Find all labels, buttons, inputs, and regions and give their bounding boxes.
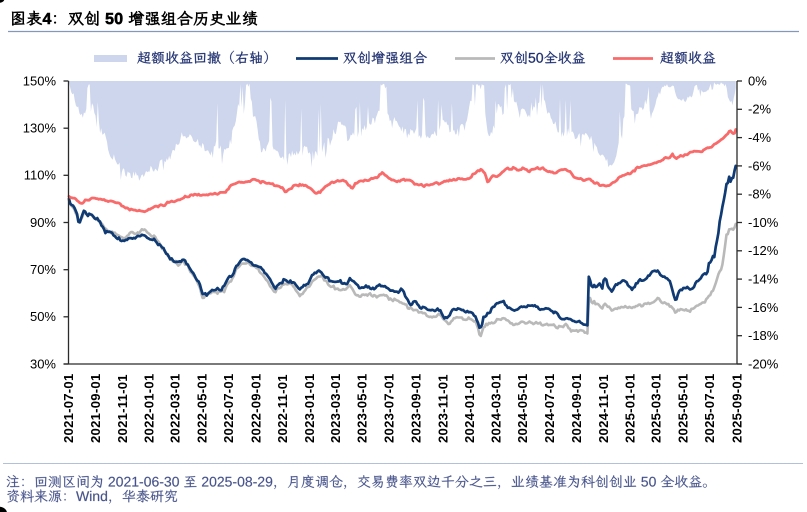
svg-text:-8%: -8% xyxy=(748,187,772,202)
svg-text:2025-05-01: 2025-05-01 xyxy=(675,374,690,443)
svg-text:2023-09-01: 2023-09-01 xyxy=(409,374,424,443)
svg-text:-4%: -4% xyxy=(748,130,772,145)
svg-text:2021-09-01: 2021-09-01 xyxy=(88,374,103,443)
svg-text:2024-01-01: 2024-01-01 xyxy=(462,374,477,443)
svg-text:2021-07-01: 2021-07-01 xyxy=(61,374,76,443)
svg-text:-2%: -2% xyxy=(748,102,772,117)
svg-text:-20%: -20% xyxy=(748,356,779,371)
svg-text:2024-05-01: 2024-05-01 xyxy=(515,374,530,443)
svg-text:2025-01-01: 2025-01-01 xyxy=(623,374,638,443)
svg-text:-14%: -14% xyxy=(748,272,779,287)
svg-text:2021-11-01: 2021-11-01 xyxy=(115,374,130,443)
svg-text:2023-01-01: 2023-01-01 xyxy=(302,374,317,443)
svg-text:150%: 150% xyxy=(23,73,57,88)
svg-text:2022-01-01: 2022-01-01 xyxy=(142,374,157,443)
svg-text:2022-05-01: 2022-05-01 xyxy=(194,374,209,443)
svg-text:-18%: -18% xyxy=(748,328,779,343)
svg-text:2024-03-01: 2024-03-01 xyxy=(488,374,503,443)
svg-text:-10%: -10% xyxy=(748,215,779,230)
svg-text:90%: 90% xyxy=(30,215,56,230)
svg-text:-12%: -12% xyxy=(748,243,779,258)
svg-text:2023-07-01: 2023-07-01 xyxy=(381,374,396,443)
svg-text:50%: 50% xyxy=(30,309,56,324)
svg-text:2025-03-01: 2025-03-01 xyxy=(649,374,664,443)
svg-text:2024-09-01: 2024-09-01 xyxy=(569,374,584,443)
svg-text:2023-05-01: 2023-05-01 xyxy=(355,374,370,443)
svg-text:2025-07-01: 2025-07-01 xyxy=(702,374,717,443)
svg-text:2022-07-01: 2022-07-01 xyxy=(221,374,236,443)
svg-text:-16%: -16% xyxy=(748,300,779,315)
svg-text:2024-07-01: 2024-07-01 xyxy=(542,374,557,443)
svg-text:-6%: -6% xyxy=(748,158,772,173)
svg-text:130%: 130% xyxy=(23,121,57,136)
svg-text:2022-11-01: 2022-11-01 xyxy=(275,374,290,443)
svg-text:70%: 70% xyxy=(30,262,56,277)
svg-text:2023-03-01: 2023-03-01 xyxy=(328,374,343,443)
svg-text:2023-11-01: 2023-11-01 xyxy=(435,374,450,443)
svg-text:2022-09-01: 2022-09-01 xyxy=(248,374,263,443)
svg-text:30%: 30% xyxy=(30,356,56,371)
svg-text:0%: 0% xyxy=(748,73,767,88)
svg-text:2024-11-01: 2024-11-01 xyxy=(596,374,611,443)
svg-text:110%: 110% xyxy=(24,168,57,183)
svg-text:2022-03-01: 2022-03-01 xyxy=(168,374,183,443)
svg-text:2025-09-01: 2025-09-01 xyxy=(729,374,744,443)
